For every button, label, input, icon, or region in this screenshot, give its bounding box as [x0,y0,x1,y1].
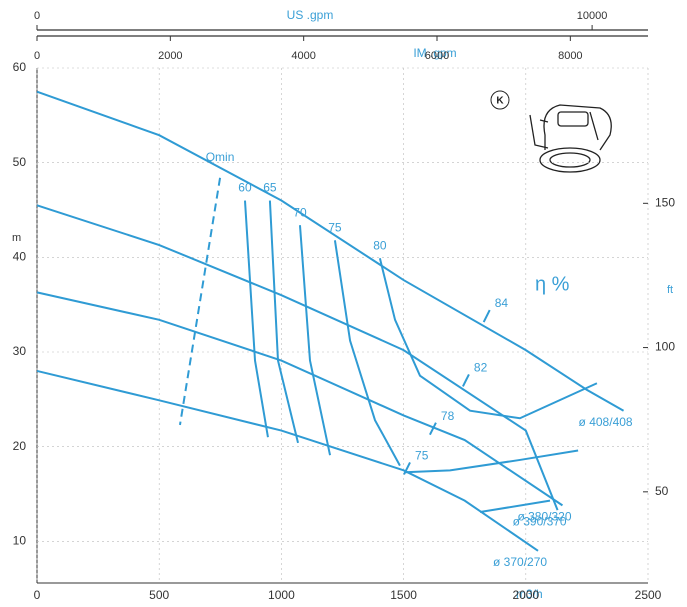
model-badge [490,90,510,110]
model-label: K [496,96,504,107]
y-axis-label: m [12,232,21,244]
y2-tick-label: 100 [655,340,675,354]
top-tick-label: 0 [34,10,40,22]
y-tick-label: 20 [13,439,27,453]
x-axis-label: m3/h [516,587,543,601]
top-tick-label: 10000 [577,10,608,22]
efficiency-line-label: 65 [263,181,277,195]
x-tick-label: 1500 [390,588,417,602]
pump-curve [36,90,625,412]
efficiency-line [333,240,401,467]
annotation-label: 78 [441,409,455,423]
x-tick-label: 2000 [512,588,539,602]
efficiency-line [268,200,299,444]
pump-curve [36,369,539,552]
annotation-tick [429,422,437,436]
top-axis-label: US .gpm [287,8,334,22]
x-tick-label: 2500 [635,588,662,602]
pump-curve [36,291,564,507]
pump-icon [529,104,612,173]
annotation-label: 82 [474,361,488,375]
annotation-label: 75 [415,449,429,463]
qmin-label: Qmin [206,150,235,164]
efficiency-line-label: 80 [373,238,387,252]
y-tick-label: 10 [13,534,27,548]
qmin-line [178,177,222,426]
top-tick-label: 8000 [558,50,582,62]
efficiency-line [243,200,269,438]
curve-label: ø 408/408 [579,415,633,429]
efficiency-line [378,258,598,420]
top-axis-label: IM .gpm [413,46,456,60]
x-tick-label: 0 [34,588,41,602]
top-tick-label: 4000 [291,50,315,62]
efficiency-line-label: 75 [328,220,342,234]
x-tick-label: 500 [149,588,169,602]
y-tick-label: 60 [13,60,27,74]
efficiency-contour [479,499,551,513]
efficiency-line-label: 60 [238,181,252,195]
annotation-label: 84 [495,296,509,310]
top-tick-label: 2000 [158,50,182,62]
curve-label: ø 380/320 [517,510,571,524]
x-tick-label: 1000 [268,588,295,602]
annotation-tick [403,462,411,475]
curve-label: ø 390/370 [513,514,567,528]
y-tick-label: 40 [13,250,27,264]
annotation-tick [462,373,470,387]
annotation-tick [482,309,491,323]
top-tick-label: 0 [34,50,40,62]
efficiency-contour [405,449,579,474]
efficiency-label: η % [535,273,570,295]
efficiency-line [298,225,332,456]
efficiency-line-label: 70 [293,205,307,219]
curve-label: ø 370/270 [493,555,547,569]
y-tick-label: 50 [13,155,27,169]
y2-tick-label: 50 [655,484,669,498]
top-tick-label: 6000 [425,50,449,62]
y-tick-label: 30 [13,344,27,358]
y2-axis-label: ft [667,284,673,296]
pump-curve [36,204,559,511]
y2-tick-label: 150 [655,195,675,209]
